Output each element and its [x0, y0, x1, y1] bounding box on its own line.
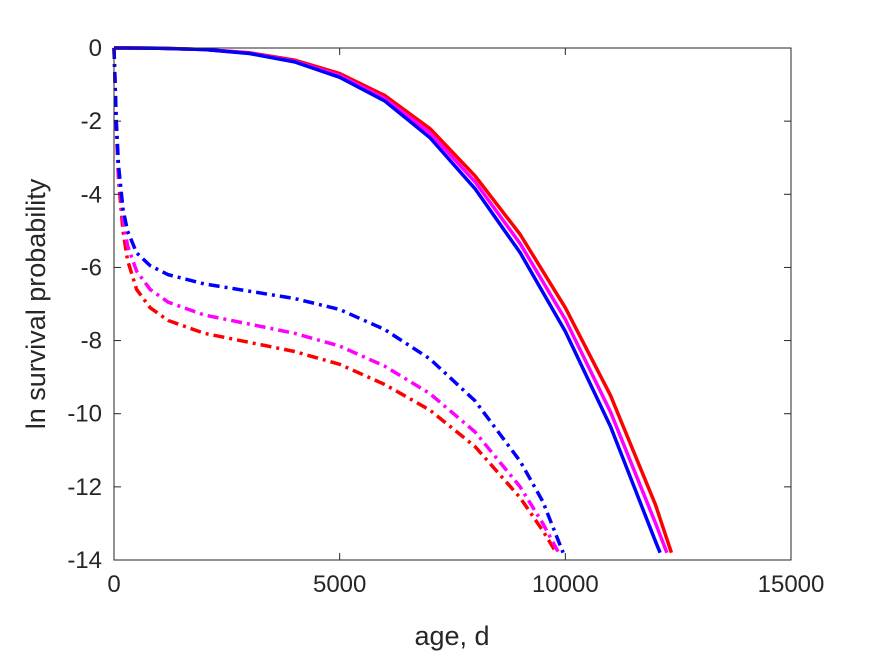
- x-tick-label: 15000: [758, 571, 825, 598]
- x-axis-label: age, d: [414, 621, 489, 651]
- y-tick-label: -10: [67, 401, 102, 428]
- x-tick-label: 10000: [532, 571, 599, 598]
- y-tick-label: -6: [81, 254, 102, 281]
- x-tick-label: 0: [107, 571, 120, 598]
- y-tick-label: 0: [89, 35, 102, 62]
- y-tick-label: -2: [81, 108, 102, 135]
- tick-layer: 0 5000 10000 15000 0 -2 -4 -6 -8 -10 -12 -14: [67, 35, 824, 598]
- series-line-3-solid: [113, 46, 662, 554]
- y-tick-label: -4: [81, 181, 102, 208]
- plot-background: [114, 48, 791, 560]
- series-layer: [112, 46, 674, 554]
- series-line-6-dashdot: [112, 47, 565, 554]
- y-tick-label: -8: [81, 328, 102, 355]
- y-tick-label: -12: [67, 474, 102, 501]
- y-tick-label: -14: [67, 547, 102, 574]
- y-axis-label: ln survival probability: [21, 178, 51, 429]
- x-tick-label: 5000: [313, 571, 366, 598]
- plot-frame: [113, 47, 792, 561]
